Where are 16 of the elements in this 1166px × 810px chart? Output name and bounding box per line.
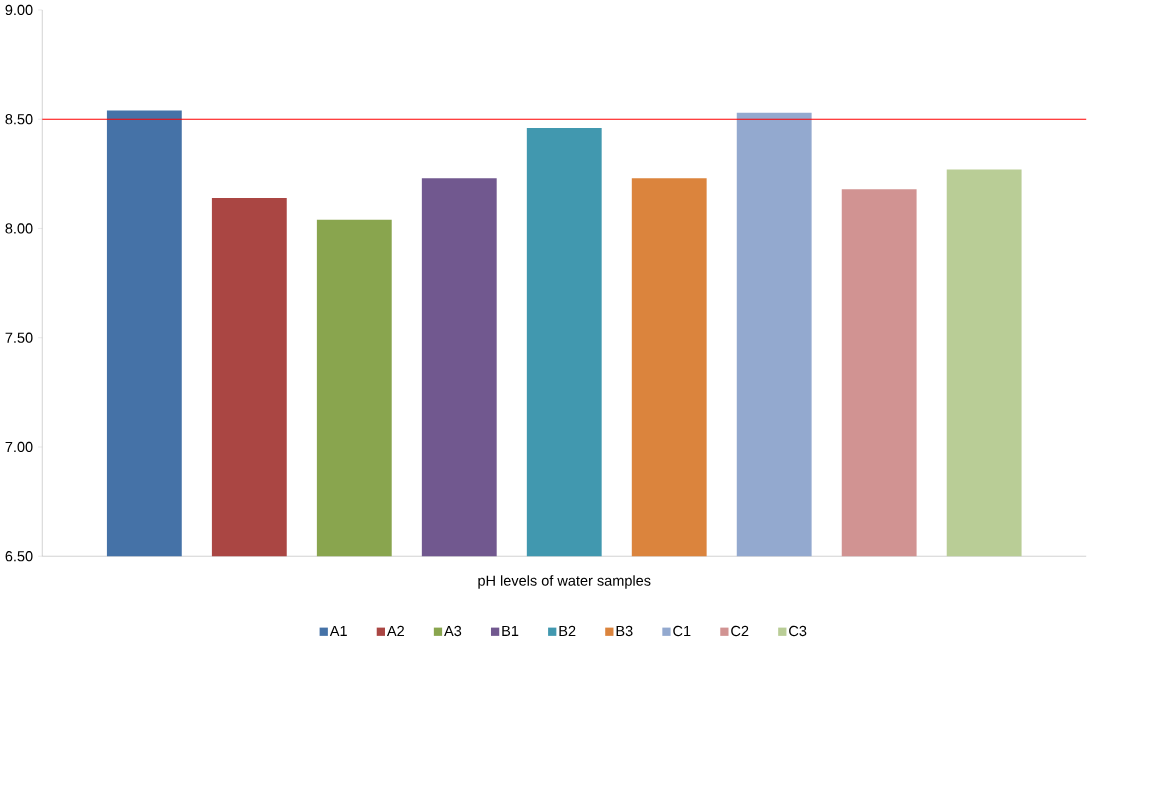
legend-label: B1 — [502, 626, 519, 637]
x-tick-label: pH levels of water samples — [478, 575, 651, 589]
legend-label: C1 — [673, 625, 691, 637]
legend-label: C2 — [731, 625, 749, 637]
y-tick-label: 9.00 — [5, 4, 33, 16]
legend-label: B3 — [616, 625, 633, 637]
legend-label: B2 — [559, 625, 576, 637]
legend-label: A2 — [386, 625, 404, 637]
y-tick-label: 8.50 — [5, 114, 33, 125]
legend-label: A1 — [329, 626, 347, 637]
y-tick-label: 8.00 — [5, 223, 33, 234]
y-tick-label: 7.00 — [5, 441, 33, 453]
legend-label: C3 — [789, 625, 807, 637]
y-tick-label: 7.50 — [5, 332, 33, 344]
y-tick-label: 6.50 — [5, 551, 33, 562]
legend-label: A3 — [444, 625, 462, 637]
